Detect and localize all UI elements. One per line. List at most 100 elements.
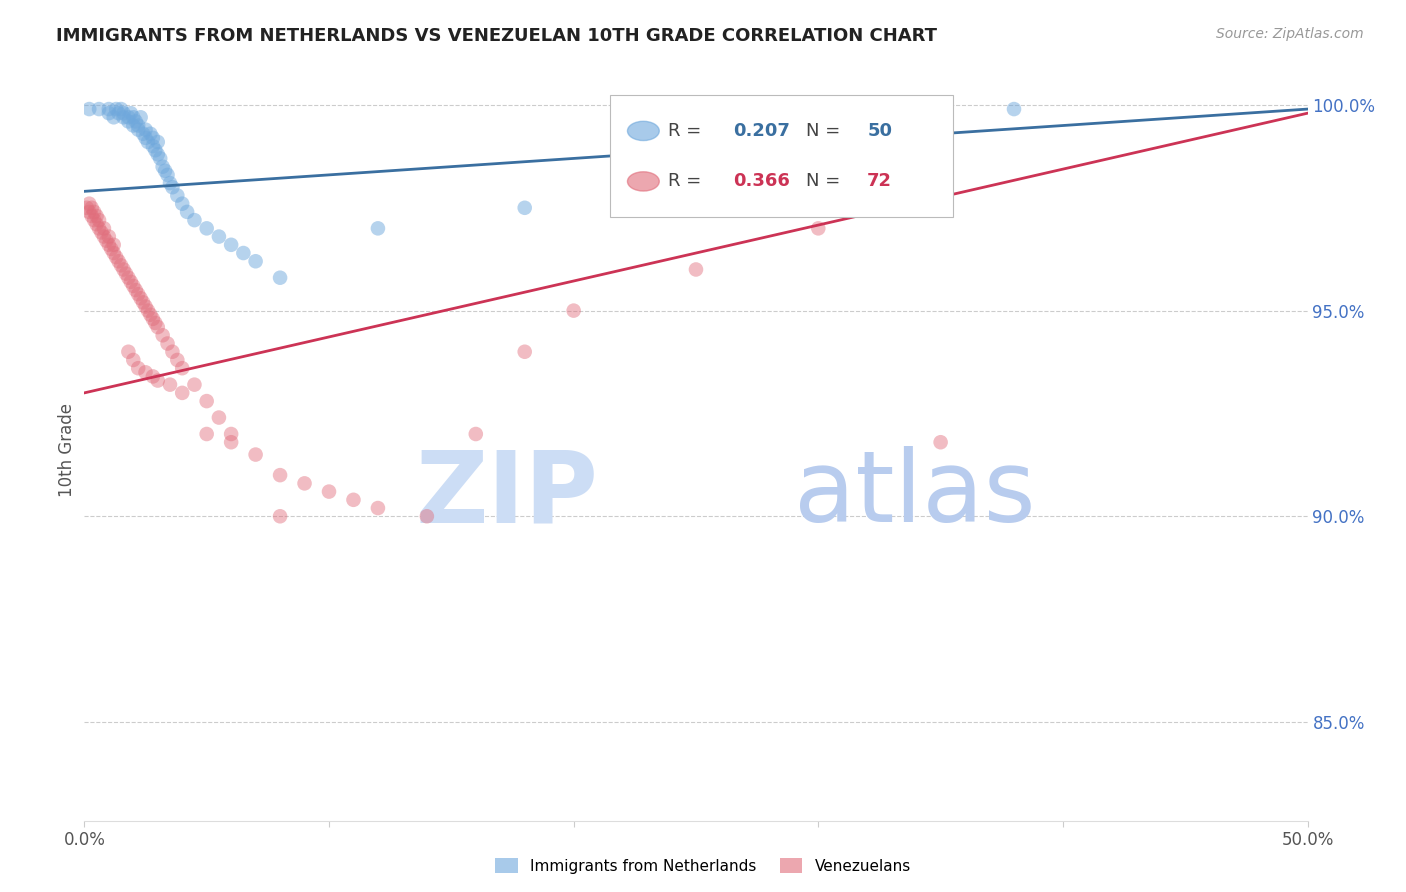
Point [136,135,159,149]
Text: R =: R = [668,172,707,190]
Point [87,221,110,235]
Point [153,163,176,178]
Point [96,234,118,248]
Point [97,229,120,244]
Text: R =: R = [668,122,707,140]
Point [367,501,389,516]
Point [136,303,159,318]
Point [156,336,179,351]
Point [117,344,139,359]
Point [139,308,162,322]
Point [269,270,291,285]
Point [86,217,108,231]
Point [367,221,389,235]
Point [90,226,112,240]
Point [107,254,129,268]
Point [112,106,135,120]
Point [146,374,169,388]
Point [83,205,105,219]
Point [80,209,103,223]
Point [159,377,181,392]
Point [146,135,169,149]
Point [269,509,291,524]
Point [122,279,145,293]
Point [127,122,149,136]
Point [115,267,138,281]
Text: 72: 72 [868,172,893,190]
Point [318,484,340,499]
Point [129,110,152,124]
Point [77,196,100,211]
Text: IMMIGRANTS FROM NETHERLANDS VS VENEZUELAN 10TH GRADE CORRELATION CHART: IMMIGRANTS FROM NETHERLANDS VS VENEZUELA… [56,27,938,45]
Point [416,509,439,524]
Point [195,221,218,235]
Text: 50: 50 [868,122,893,140]
Point [195,427,218,442]
Point [86,209,108,223]
Point [77,205,100,219]
Point [117,110,139,124]
Point [93,229,115,244]
Legend: Immigrants from Netherlands, Venezuelans: Immigrants from Netherlands, Venezuelans [489,852,917,880]
Point [208,410,231,425]
Y-axis label: 10th Grade: 10th Grade [58,403,76,498]
Point [183,377,205,392]
Point [122,353,145,368]
Text: atlas: atlas [794,446,1035,543]
Point [93,221,115,235]
Circle shape [627,121,659,141]
Point [146,320,169,334]
Point [152,160,174,174]
Point [112,110,135,124]
Point [146,147,169,161]
Point [464,427,486,442]
Point [219,435,242,450]
Point [105,102,128,116]
Point [103,237,125,252]
Point [129,291,152,305]
Point [208,229,231,244]
Point [219,427,242,442]
Point [120,275,142,289]
Point [294,476,316,491]
Point [117,114,139,128]
Text: N =: N = [806,122,846,140]
Point [183,213,205,227]
Text: N =: N = [806,172,846,190]
Point [143,316,166,330]
Point [135,131,157,145]
Point [139,127,162,141]
Point [127,361,149,376]
Point [127,119,149,133]
Point [162,180,184,194]
Point [219,237,242,252]
Point [159,176,181,190]
Point [513,344,536,359]
Point [166,188,188,202]
Circle shape [627,172,659,191]
Point [80,201,103,215]
Point [929,435,952,450]
Point [132,295,155,310]
Point [172,385,194,400]
Point [905,201,928,215]
Point [76,201,98,215]
Point [132,127,155,141]
Point [135,300,157,314]
Point [77,102,100,116]
Point [143,143,166,157]
Point [135,365,157,379]
Point [97,237,120,252]
Point [112,262,135,277]
Point [245,448,267,462]
Point [122,119,145,133]
Text: ZIP: ZIP [415,446,598,543]
Point [685,262,707,277]
Point [661,180,683,194]
Point [245,254,267,268]
Point [87,213,110,227]
Point [110,102,132,116]
Point [232,246,254,260]
Point [1002,102,1025,116]
Point [807,221,830,235]
